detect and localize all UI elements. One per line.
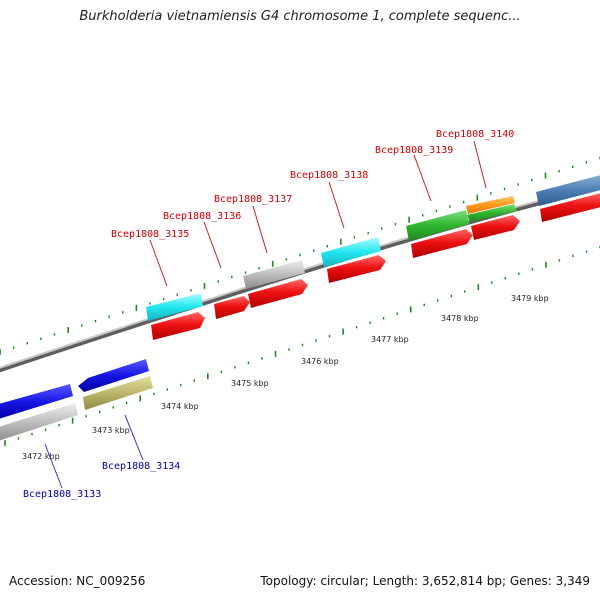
scale-labels: 3472 kbp 3473 kbp 3474 kbp 3475 kbp 3476… <box>22 294 549 461</box>
gene-label-3140[interactable]: Bcep1808_3140 <box>436 129 514 140</box>
leader-3137 <box>252 205 268 254</box>
backbone-shadow <box>0 184 600 373</box>
gene-label-3134[interactable]: Bcep1808_3134 <box>102 461 180 472</box>
leader-3136 <box>203 221 222 269</box>
reverse-features <box>0 359 153 442</box>
scale-label-3479: 3479 kbp <box>511 294 549 303</box>
gene-blue-a[interactable] <box>0 384 73 420</box>
gene-label-3139[interactable]: Bcep1808_3139 <box>375 145 453 156</box>
gene-red-3135[interactable] <box>151 312 205 340</box>
map-title: Burkholderia vietnamiensis G4 chromosome… <box>79 9 521 24</box>
gene-label-3136[interactable]: Bcep1808_3136 <box>163 211 241 222</box>
gene-label-3137[interactable]: Bcep1808_3137 <box>214 194 292 205</box>
leader-3138 <box>328 181 345 229</box>
gene-labels: Bcep1808_3133 Bcep1808_3134 Bcep1808_313… <box>23 129 514 500</box>
scale-label-3473: 3473 kbp <box>92 426 130 435</box>
gene-red-3136[interactable] <box>214 296 250 319</box>
gene-steel[interactable] <box>536 174 600 206</box>
scale-label-3475: 3475 kbp <box>231 379 269 388</box>
gene-red-3139[interactable] <box>411 229 473 258</box>
leader-3139 <box>413 154 432 202</box>
scale-label-3474: 3474 kbp <box>161 402 199 411</box>
leader-3135 <box>149 239 168 287</box>
gene-cyan-3138[interactable] <box>321 237 381 267</box>
gene-green-3140[interactable] <box>467 204 517 222</box>
scale-label-3477: 3477 kbp <box>371 335 409 344</box>
scale-label-3478: 3478 kbp <box>441 314 479 323</box>
gene-red-3138[interactable] <box>327 255 386 283</box>
leader-3140 <box>473 140 487 189</box>
gene-grey-a[interactable] <box>0 403 78 442</box>
gene-green-3139[interactable] <box>406 210 469 241</box>
gene-label-3135[interactable]: Bcep1808_3135 <box>111 229 189 240</box>
gene-blue-b[interactable] <box>78 359 149 392</box>
gene-orange-3140[interactable] <box>466 196 515 214</box>
gene-grey-3137[interactable] <box>243 260 305 289</box>
gene-khaki[interactable] <box>83 376 153 410</box>
gene-cyan-3135[interactable] <box>146 293 203 321</box>
label-leaders <box>44 140 487 489</box>
gene-label-3133[interactable]: Bcep1808_3133 <box>23 489 101 500</box>
gene-label-3138[interactable]: Bcep1808_3138 <box>290 170 368 181</box>
accession-text: Accession: NC_009256 <box>9 574 146 588</box>
scale-label-3472: 3472 kbp <box>22 452 60 461</box>
forward-features <box>146 174 600 340</box>
genome-summary-text: Topology: circular; Length: 3,652,814 bp… <box>260 574 590 588</box>
gene-red-3140[interactable] <box>471 215 520 240</box>
gene-red-right[interactable] <box>540 192 600 222</box>
leader-3133 <box>44 443 63 489</box>
gene-red-3137[interactable] <box>248 279 308 308</box>
tick-rows <box>0 156 600 446</box>
leader-3134 <box>124 414 144 461</box>
scale-label-3476: 3476 kbp <box>301 357 339 366</box>
